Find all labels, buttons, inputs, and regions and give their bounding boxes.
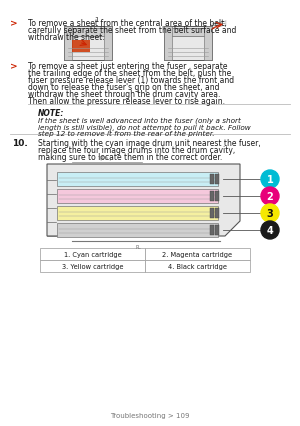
Bar bbox=[210, 225, 214, 236]
Text: 2. Magenta cartridge: 2. Magenta cartridge bbox=[162, 251, 232, 257]
Text: withdraw the sheet.: withdraw the sheet. bbox=[28, 33, 105, 42]
Text: If the sheet is well advanced into the fuser (only a short: If the sheet is well advanced into the f… bbox=[38, 117, 241, 123]
Bar bbox=[210, 192, 214, 201]
Text: 4. Black cartridge: 4. Black cartridge bbox=[168, 263, 227, 269]
Bar bbox=[66, 29, 110, 37]
Text: Then allow the pressure release lever to rise again.: Then allow the pressure release lever to… bbox=[28, 97, 225, 106]
Circle shape bbox=[261, 187, 279, 205]
Text: 10.: 10. bbox=[12, 139, 28, 148]
Circle shape bbox=[261, 222, 279, 239]
Bar bbox=[166, 29, 210, 37]
Bar bbox=[64, 27, 112, 61]
Text: step 12 to remove it from the rear of the printer.: step 12 to remove it from the rear of th… bbox=[38, 131, 214, 137]
Text: carefully separate the sheet from the belt surface and: carefully separate the sheet from the be… bbox=[28, 26, 236, 35]
Text: 4: 4 bbox=[267, 225, 273, 236]
Text: To remove a sheet from the central area of the belt,: To remove a sheet from the central area … bbox=[28, 19, 227, 28]
Text: To remove a sheet just entering the fuser , separate: To remove a sheet just entering the fuse… bbox=[28, 62, 227, 71]
Text: down to release the fuser's grip on the sheet, and: down to release the fuser's grip on the … bbox=[28, 83, 220, 92]
Text: length is still visible), do not attempt to pull it back. Follow: length is still visible), do not attempt… bbox=[38, 124, 250, 130]
Bar bbox=[40, 260, 145, 272]
Text: withdraw the sheet through the drum cavity area.: withdraw the sheet through the drum cavi… bbox=[28, 90, 220, 99]
Text: PL: PL bbox=[136, 245, 142, 249]
Text: 1: 1 bbox=[94, 17, 98, 23]
Polygon shape bbox=[47, 164, 240, 236]
Bar bbox=[145, 260, 250, 272]
Bar bbox=[215, 175, 219, 184]
Bar bbox=[57, 173, 218, 187]
Bar bbox=[72, 41, 90, 53]
Circle shape bbox=[261, 170, 279, 189]
Text: 1. Cyan cartridge: 1. Cyan cartridge bbox=[64, 251, 122, 257]
Bar bbox=[215, 208, 219, 219]
Bar bbox=[210, 208, 214, 219]
Text: NOTE:: NOTE: bbox=[38, 109, 64, 118]
Text: replace the four image drums into the drum cavity,: replace the four image drums into the dr… bbox=[38, 146, 235, 155]
Bar bbox=[104, 27, 112, 61]
Bar bbox=[215, 192, 219, 201]
Bar bbox=[215, 225, 219, 236]
Bar bbox=[204, 27, 212, 61]
Text: Starting with the cyan image drum unit nearest the fuser,: Starting with the cyan image drum unit n… bbox=[38, 139, 261, 148]
Bar bbox=[57, 207, 218, 221]
Bar bbox=[57, 190, 218, 204]
Bar bbox=[164, 27, 172, 61]
Text: making sure to locate them in the correct order.: making sure to locate them in the correc… bbox=[38, 153, 222, 161]
Text: 3: 3 bbox=[267, 208, 273, 219]
Text: 1: 1 bbox=[267, 175, 273, 184]
Text: >: > bbox=[10, 19, 18, 28]
Text: >: > bbox=[10, 62, 18, 71]
Circle shape bbox=[261, 204, 279, 222]
Bar bbox=[164, 27, 212, 61]
Text: 2: 2 bbox=[267, 192, 273, 201]
Bar bbox=[57, 224, 218, 237]
Text: T(Ph.): T(Ph.) bbox=[97, 155, 111, 161]
Bar bbox=[64, 27, 72, 61]
Text: the trailing edge of the sheet from the belt, push the: the trailing edge of the sheet from the … bbox=[28, 69, 231, 78]
Bar bbox=[210, 175, 214, 184]
Bar bbox=[40, 248, 145, 260]
Bar bbox=[145, 248, 250, 260]
Text: Troubleshooting > 109: Troubleshooting > 109 bbox=[110, 412, 190, 418]
Text: 3. Yellow cartridge: 3. Yellow cartridge bbox=[62, 263, 123, 269]
Text: fuser pressure release lever (1) towards the front and: fuser pressure release lever (1) towards… bbox=[28, 76, 234, 85]
